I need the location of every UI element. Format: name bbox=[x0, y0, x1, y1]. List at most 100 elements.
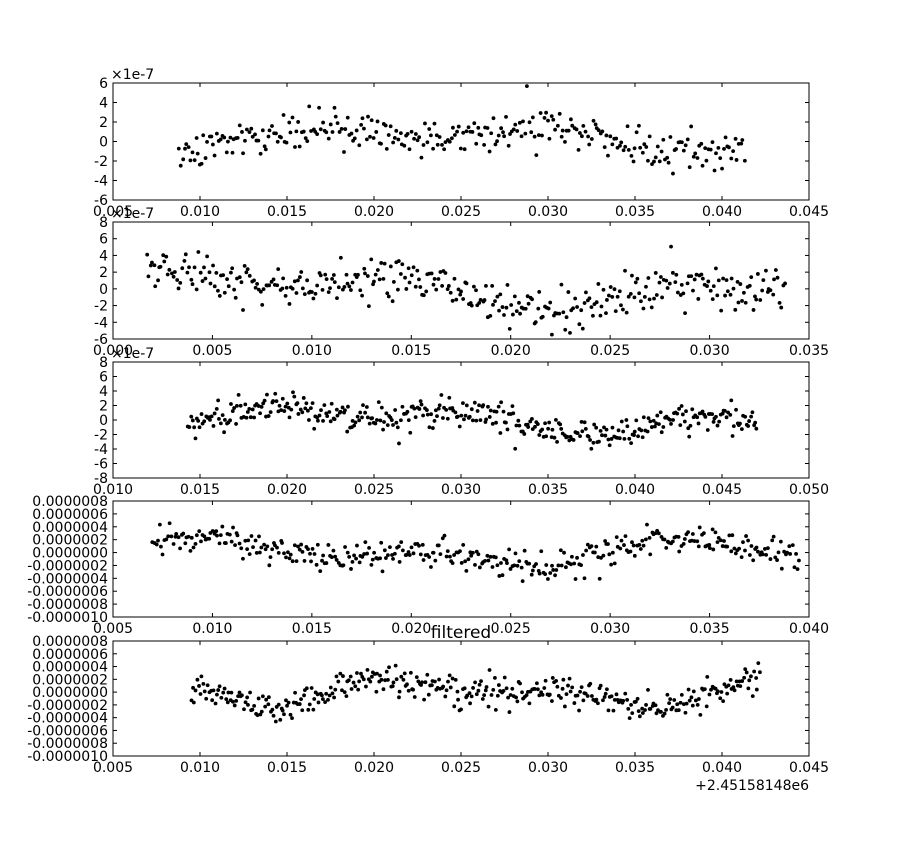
data-point bbox=[721, 276, 726, 281]
data-point bbox=[258, 411, 262, 416]
data-point bbox=[709, 687, 713, 692]
data-point bbox=[297, 702, 302, 706]
data-point bbox=[680, 140, 684, 145]
data-point bbox=[275, 139, 280, 144]
data-point bbox=[342, 690, 347, 695]
data-point bbox=[350, 559, 355, 564]
data-point bbox=[303, 406, 308, 411]
data-point bbox=[248, 415, 253, 420]
data-point bbox=[458, 146, 463, 151]
data-point bbox=[626, 294, 631, 299]
data-point bbox=[222, 135, 227, 140]
data-point bbox=[679, 282, 684, 287]
data-point bbox=[582, 420, 587, 425]
data-point bbox=[437, 677, 441, 682]
data-point bbox=[205, 139, 209, 144]
data-point bbox=[336, 679, 341, 684]
data-point bbox=[598, 683, 603, 688]
data-point bbox=[703, 414, 708, 419]
data-point bbox=[713, 686, 718, 691]
data-point bbox=[470, 130, 475, 134]
data-point bbox=[621, 698, 626, 703]
data-point bbox=[230, 699, 235, 704]
data-point bbox=[194, 287, 199, 292]
data-point bbox=[198, 692, 203, 696]
data-point bbox=[334, 558, 339, 562]
data-point bbox=[438, 270, 443, 274]
data-point bbox=[313, 291, 318, 296]
data-point bbox=[490, 421, 495, 426]
data-point bbox=[342, 150, 346, 154]
data-point bbox=[770, 538, 775, 543]
data-point bbox=[241, 556, 245, 561]
data-point bbox=[637, 123, 641, 128]
data-point bbox=[361, 677, 366, 682]
data-point bbox=[592, 550, 597, 555]
data-point bbox=[332, 695, 336, 700]
x-tick-label: 0.030 bbox=[441, 482, 481, 498]
data-point bbox=[259, 709, 264, 714]
data-point bbox=[554, 678, 558, 683]
data-point bbox=[484, 417, 488, 422]
data-point bbox=[362, 126, 366, 131]
data-point bbox=[572, 701, 577, 705]
data-point bbox=[214, 131, 219, 136]
data-point bbox=[600, 129, 605, 134]
data-point bbox=[189, 535, 194, 540]
data-point bbox=[595, 701, 600, 706]
data-point bbox=[718, 696, 723, 701]
data-point bbox=[606, 153, 610, 158]
data-point bbox=[399, 418, 403, 423]
data-point bbox=[153, 284, 158, 289]
data-point bbox=[646, 688, 650, 692]
data-point bbox=[377, 277, 382, 282]
data-point bbox=[579, 308, 584, 313]
data-point bbox=[497, 574, 502, 578]
data-point bbox=[208, 417, 212, 422]
data-point bbox=[167, 267, 172, 272]
data-point bbox=[317, 105, 321, 110]
data-point bbox=[437, 403, 442, 408]
data-point bbox=[754, 545, 759, 550]
data-point bbox=[578, 689, 582, 694]
data-point bbox=[305, 139, 310, 144]
data-point bbox=[590, 694, 594, 698]
data-point bbox=[587, 296, 592, 301]
data-point bbox=[645, 429, 650, 434]
data-point bbox=[718, 538, 723, 543]
data-point bbox=[237, 690, 242, 695]
axes-frame bbox=[112, 500, 810, 618]
data-point bbox=[281, 276, 286, 281]
x-tick-label: 0.025 bbox=[354, 482, 394, 498]
y-tick-label: -4 bbox=[94, 174, 108, 190]
data-point bbox=[263, 547, 268, 552]
data-point bbox=[270, 124, 274, 128]
data-point bbox=[464, 403, 469, 408]
data-point bbox=[451, 125, 455, 130]
data-point bbox=[260, 694, 265, 699]
data-point bbox=[324, 561, 329, 565]
data-point bbox=[511, 312, 515, 317]
data-point bbox=[183, 541, 188, 546]
data-point bbox=[548, 300, 553, 305]
data-point bbox=[558, 422, 563, 427]
data-point bbox=[176, 535, 181, 540]
data-point bbox=[573, 577, 578, 581]
y-tick-label: 0.0000002 bbox=[32, 533, 108, 549]
data-point bbox=[658, 410, 663, 415]
data-point bbox=[582, 301, 587, 305]
data-point bbox=[323, 700, 327, 705]
data-point bbox=[741, 540, 745, 545]
data-point bbox=[585, 542, 590, 547]
data-point bbox=[749, 674, 753, 679]
data-point bbox=[326, 543, 331, 547]
data-point bbox=[473, 680, 477, 685]
data-point bbox=[661, 137, 666, 142]
data-point bbox=[482, 693, 487, 697]
data-point bbox=[684, 701, 689, 706]
data-point bbox=[744, 534, 748, 538]
data-point bbox=[321, 419, 325, 423]
data-point bbox=[193, 688, 198, 693]
data-point bbox=[596, 128, 601, 133]
data-point bbox=[429, 683, 434, 688]
